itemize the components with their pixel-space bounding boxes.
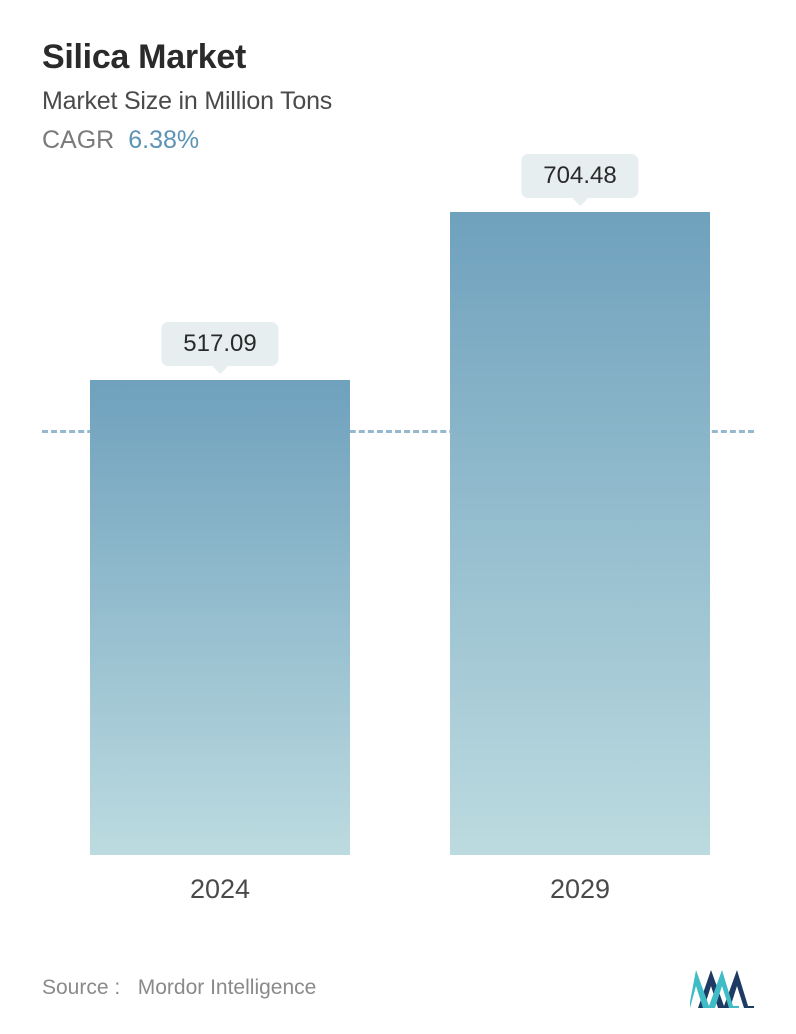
value-badge: 517.09 [161,322,278,366]
source-value: Mordor Intelligence [138,976,317,999]
x-axis-label: 2024 [90,874,350,905]
cagr-line: CAGR 6.38% [42,126,754,155]
source-label: Source : [42,976,120,999]
value-badge: 704.48 [521,154,638,198]
header-block: Silica Market Market Size in Million Ton… [42,38,754,155]
chart-card: Silica Market Market Size in Million Ton… [0,0,796,1034]
cagr-value: 6.38% [128,126,199,154]
chart-subtitle: Market Size in Million Tons [42,87,754,116]
chart-area: 517.09 2024 704.48 2029 [42,205,754,905]
bar [450,212,710,855]
chart-title: Silica Market [42,38,754,77]
footer: Source : Mordor Intelligence [42,968,754,1008]
brand-logo-icon [690,968,754,1008]
bar [90,380,350,855]
source-text: Source : Mordor Intelligence [42,976,316,1000]
x-axis-label: 2029 [450,874,710,905]
cagr-label: CAGR [42,126,114,154]
